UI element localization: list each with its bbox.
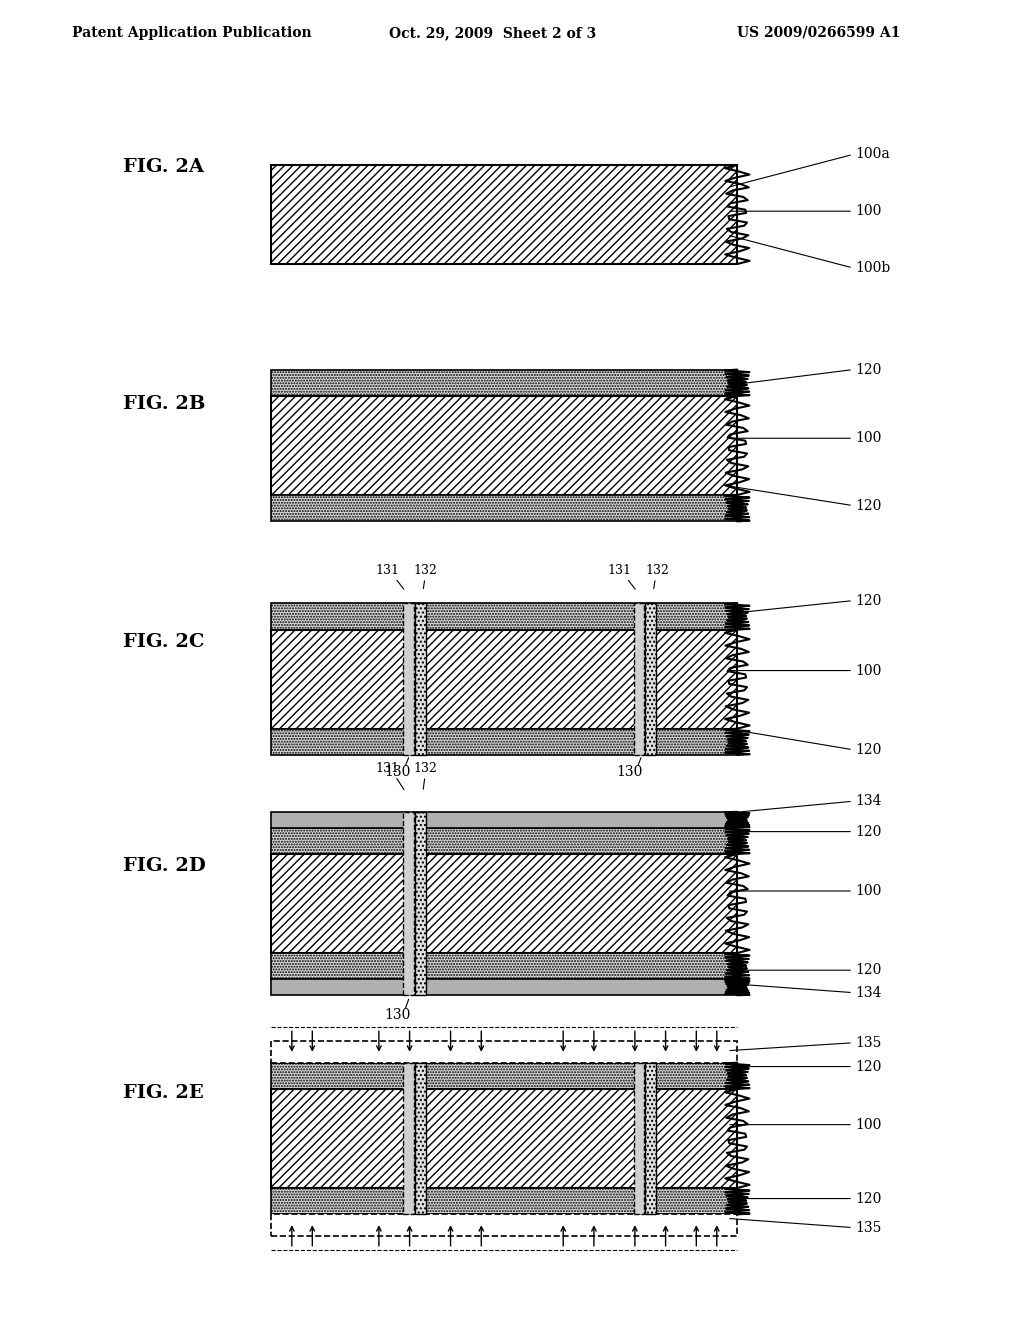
Text: FIG. 2C: FIG. 2C [123, 632, 205, 651]
Text: 134: 134 [855, 795, 882, 808]
Text: FIG. 2A: FIG. 2A [123, 157, 204, 176]
Text: 100: 100 [855, 664, 882, 677]
Bar [271, 1063, 737, 1089]
Bar [271, 1089, 737, 1188]
Text: 120: 120 [855, 499, 882, 512]
Text: 100: 100 [855, 205, 882, 218]
Bar [271, 953, 737, 979]
Bar [403, 812, 414, 995]
Bar [271, 630, 737, 729]
Bar [271, 812, 737, 828]
Bar [271, 495, 737, 521]
Text: 130: 130 [384, 766, 411, 779]
Text: 130: 130 [616, 766, 643, 779]
Bar [403, 1063, 414, 1214]
Bar [271, 1188, 737, 1214]
Bar [415, 603, 426, 755]
Bar [271, 603, 737, 630]
Text: 100: 100 [855, 432, 882, 445]
Bar [271, 370, 737, 396]
Text: FIG. 2B: FIG. 2B [123, 395, 206, 413]
Text: 120: 120 [855, 964, 882, 977]
Text: 120: 120 [855, 1060, 882, 1073]
Text: Oct. 29, 2009  Sheet 2 of 3: Oct. 29, 2009 Sheet 2 of 3 [389, 26, 596, 40]
Text: 134: 134 [855, 986, 882, 999]
Bar [271, 828, 737, 854]
Bar [645, 603, 656, 755]
Text: 100a: 100a [855, 148, 890, 161]
Bar [271, 1041, 737, 1063]
Bar [634, 1063, 644, 1214]
Text: 131: 131 [607, 564, 632, 577]
Text: 131: 131 [375, 564, 399, 577]
Text: 100: 100 [855, 884, 882, 898]
Text: 132: 132 [413, 762, 437, 775]
Text: 120: 120 [855, 594, 882, 607]
Bar [271, 396, 737, 495]
Bar [403, 603, 414, 755]
Text: 135: 135 [855, 1036, 882, 1049]
Text: 132: 132 [413, 564, 437, 577]
Text: FIG. 2E: FIG. 2E [123, 1084, 204, 1102]
Bar [271, 979, 737, 995]
Text: 120: 120 [855, 363, 882, 376]
Bar [415, 1063, 426, 1214]
Text: 100b: 100b [855, 261, 890, 275]
Text: 120: 120 [855, 1192, 882, 1205]
Bar [271, 729, 737, 755]
Bar [271, 1214, 737, 1236]
Text: 130: 130 [384, 1008, 411, 1022]
Text: Patent Application Publication: Patent Application Publication [72, 26, 311, 40]
Bar [634, 603, 644, 755]
Bar [271, 165, 737, 264]
Bar [271, 854, 737, 953]
Text: 135: 135 [855, 1221, 882, 1234]
Text: 100: 100 [855, 1118, 882, 1131]
Bar [415, 812, 426, 995]
Text: US 2009/0266599 A1: US 2009/0266599 A1 [737, 26, 901, 40]
Text: 120: 120 [855, 743, 882, 756]
Bar [645, 1063, 656, 1214]
Text: 132: 132 [645, 564, 670, 577]
Text: FIG. 2D: FIG. 2D [123, 857, 206, 875]
Text: 120: 120 [855, 825, 882, 838]
Text: 131: 131 [375, 762, 399, 775]
